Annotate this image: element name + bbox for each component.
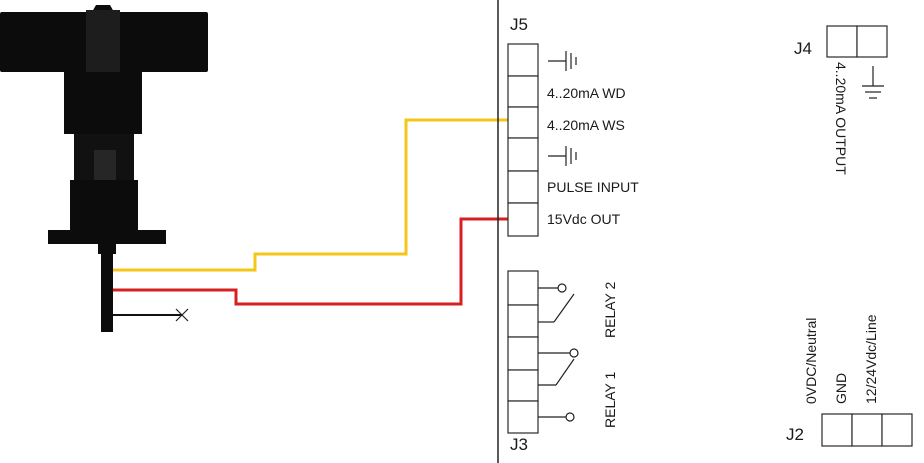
relay-contact-icon <box>538 348 579 422</box>
relay-contact-icon <box>538 283 575 323</box>
label-line: 12/24Vdc/Line <box>863 314 879 404</box>
j4-connector: J4 4..20mA OUTPUT <box>794 25 888 175</box>
unused-wire <box>113 308 189 322</box>
j2-title: J2 <box>786 425 804 444</box>
j4-output-label: 4..20mA OUTPUT <box>833 62 849 175</box>
label-ws: 4..20mA WS <box>547 117 625 133</box>
label-neutral: 0VDC/Neutral <box>803 318 819 404</box>
j4-title: J4 <box>794 39 812 58</box>
j2-connector: 0VDC/Neutral GND 12/24Vdc/Line J2 <box>786 314 913 447</box>
ground-icon <box>862 66 884 99</box>
not-connected-icon <box>175 308 189 322</box>
label-pulse: PULSE INPUT <box>547 179 639 195</box>
ground-icon <box>548 146 577 166</box>
j5-title: J5 <box>510 15 528 34</box>
power-wire <box>113 217 520 306</box>
j3-connector: J3 RELAY 2 RELAY 1 <box>507 270 618 454</box>
label-out: 15Vdc OUT <box>547 211 621 227</box>
relay-2-label: RELAY 2 <box>602 281 618 338</box>
j5-connector: J5 4..20mA WD 4..20mA WS PULSE INPUT 15V… <box>507 15 639 237</box>
label-wd: 4..20mA WD <box>547 85 626 101</box>
sensor-icon <box>0 5 208 332</box>
j3-title: J3 <box>510 435 528 454</box>
relay-1-label: RELAY 1 <box>602 371 618 428</box>
signal-wire <box>113 118 520 272</box>
ground-icon <box>548 51 577 71</box>
label-gnd: GND <box>833 373 849 404</box>
